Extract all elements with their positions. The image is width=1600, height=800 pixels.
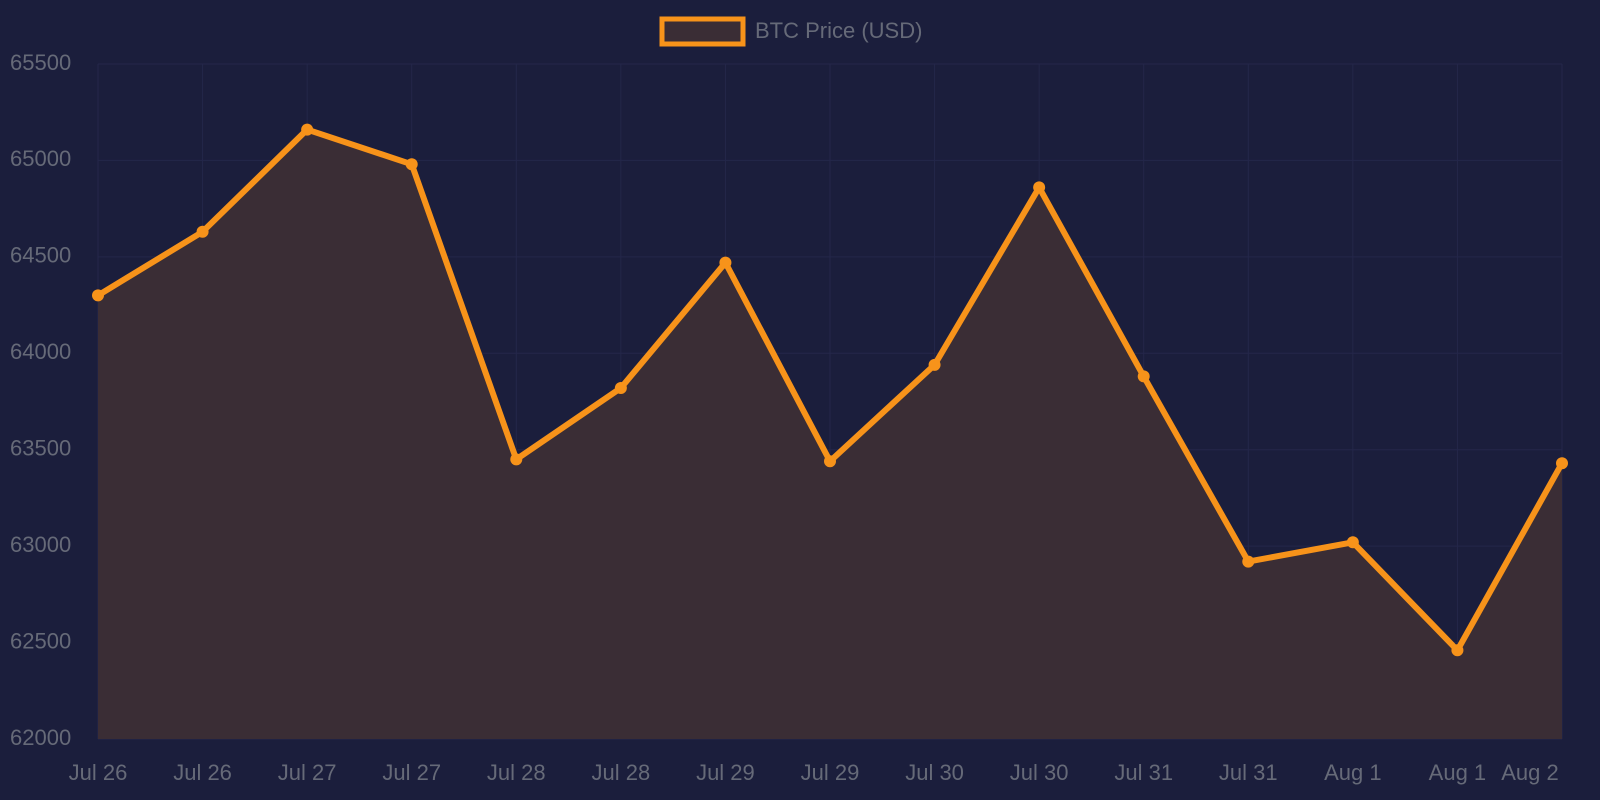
y-tick-label: 64000 [10,339,71,364]
legend-label: BTC Price (USD) [755,18,922,43]
point [1033,181,1046,194]
point [510,453,523,466]
y-tick-label: 65000 [10,146,71,171]
x-tick-label: Jul 30 [1010,760,1069,785]
point [1451,644,1464,657]
x-tick-label: Aug 1 [1324,760,1382,785]
y-tick-label: 64500 [10,243,71,268]
point [301,123,314,136]
point [405,158,418,171]
x-tick-label: Jul 29 [801,760,860,785]
y-tick-label: 63000 [10,532,71,557]
legend-swatch [659,16,746,47]
area [98,129,1562,740]
x-tick-label: Jul 26 [69,760,128,785]
x-tick-label: Jul 27 [382,760,441,785]
y-tick-label: 63500 [10,436,71,461]
point [1346,536,1359,549]
x-tick-label: Aug 1 [1429,760,1487,785]
point [719,256,732,269]
y-tick-label: 65500 [10,50,71,75]
point [824,455,836,468]
point [1137,370,1150,383]
point [196,225,209,238]
point [92,289,104,302]
x-tick-label: Jul 28 [487,760,546,785]
x-tick-label: Jul 28 [591,760,650,785]
point [614,382,627,394]
y-tick-label: 62500 [10,628,71,653]
x-tick-label: Jul 30 [905,760,964,785]
x-tick-label: Jul 27 [278,760,337,785]
x-tick-label: Jul 31 [1219,760,1278,785]
x-tick-label: Jul 29 [696,760,755,785]
point [1242,555,1255,568]
point [1556,457,1568,470]
x-tick-label: Aug 2 [1501,760,1559,785]
point [928,358,941,371]
x-tick-label: Jul 31 [1114,760,1173,785]
x-tick-label: Jul 26 [173,760,232,785]
y-tick-label: 62000 [10,725,71,750]
